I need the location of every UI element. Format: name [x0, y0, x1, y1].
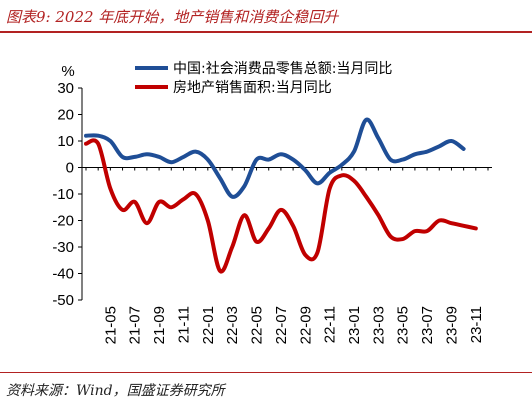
line-chart: % 30 20 10 0 -10 -20 -30 -40 -50 21-05 21-07 21-09…: [52, 61, 492, 344]
figure-title: 图表9: 2022 年底开始，地产销售和消费企稳回升: [6, 8, 339, 26]
y-axis-unit-label: %: [61, 63, 74, 80]
y-tick-label: 0: [66, 160, 74, 177]
x-tick-label: 22-09: [297, 306, 314, 344]
x-tick-label: 21-07: [127, 306, 144, 344]
series-lines: [84, 117, 478, 274]
x-tick-label: 21-09: [151, 306, 168, 344]
title-rule: [0, 31, 532, 33]
x-tick-label: 22-11: [322, 306, 339, 343]
y-axis-ticks: 30 20 10 0 -10 -20 -30 -40 -50: [52, 80, 82, 309]
x-tick-label: 22-03: [224, 306, 241, 344]
series-line-property-sales: [84, 138, 478, 274]
x-tick-label: 21-11: [175, 306, 192, 343]
x-axis-ticks: 21-05 21-07 21-09 21-11 22-01 22-03 22-05 22-07…: [85, 167, 489, 344]
x-tick-label: 23-09: [443, 306, 460, 344]
x-tick-label: 21-05: [102, 306, 119, 344]
y-tick-label: -30: [52, 239, 74, 256]
y-tick-label: -50: [52, 292, 74, 309]
series-line-retail-sales: [84, 117, 466, 199]
source-note: 资料来源：Wind，国盛证券研究所: [6, 383, 225, 399]
x-tick-label: 23-07: [419, 306, 436, 344]
legend-label-property-sales: 房地产销售面积:当月同比: [173, 80, 332, 96]
x-tick-label: 23-03: [370, 306, 387, 344]
x-tick-label: 23-05: [395, 306, 412, 344]
x-tick-label: 23-11: [468, 306, 485, 343]
y-tick-label: -20: [52, 213, 74, 230]
source-rule: [0, 372, 532, 373]
y-tick-label: -10: [52, 186, 74, 203]
y-tick-label: 30: [57, 80, 74, 97]
x-tick-label: 23-01: [346, 306, 363, 344]
legend-label-retail-sales: 中国:社会消费品零售总额:当月同比: [173, 61, 392, 77]
y-tick-label: 10: [57, 133, 74, 150]
axes: [81, 88, 492, 300]
legend: 中国:社会消费品零售总额:当月同比 房地产销售面积:当月同比: [135, 61, 392, 96]
y-tick-label: -40: [52, 266, 74, 283]
x-tick-label: 22-07: [273, 306, 290, 344]
x-tick-label: 22-01: [200, 306, 217, 344]
y-tick-label: 20: [57, 107, 74, 124]
x-tick-label: 22-05: [249, 306, 266, 344]
